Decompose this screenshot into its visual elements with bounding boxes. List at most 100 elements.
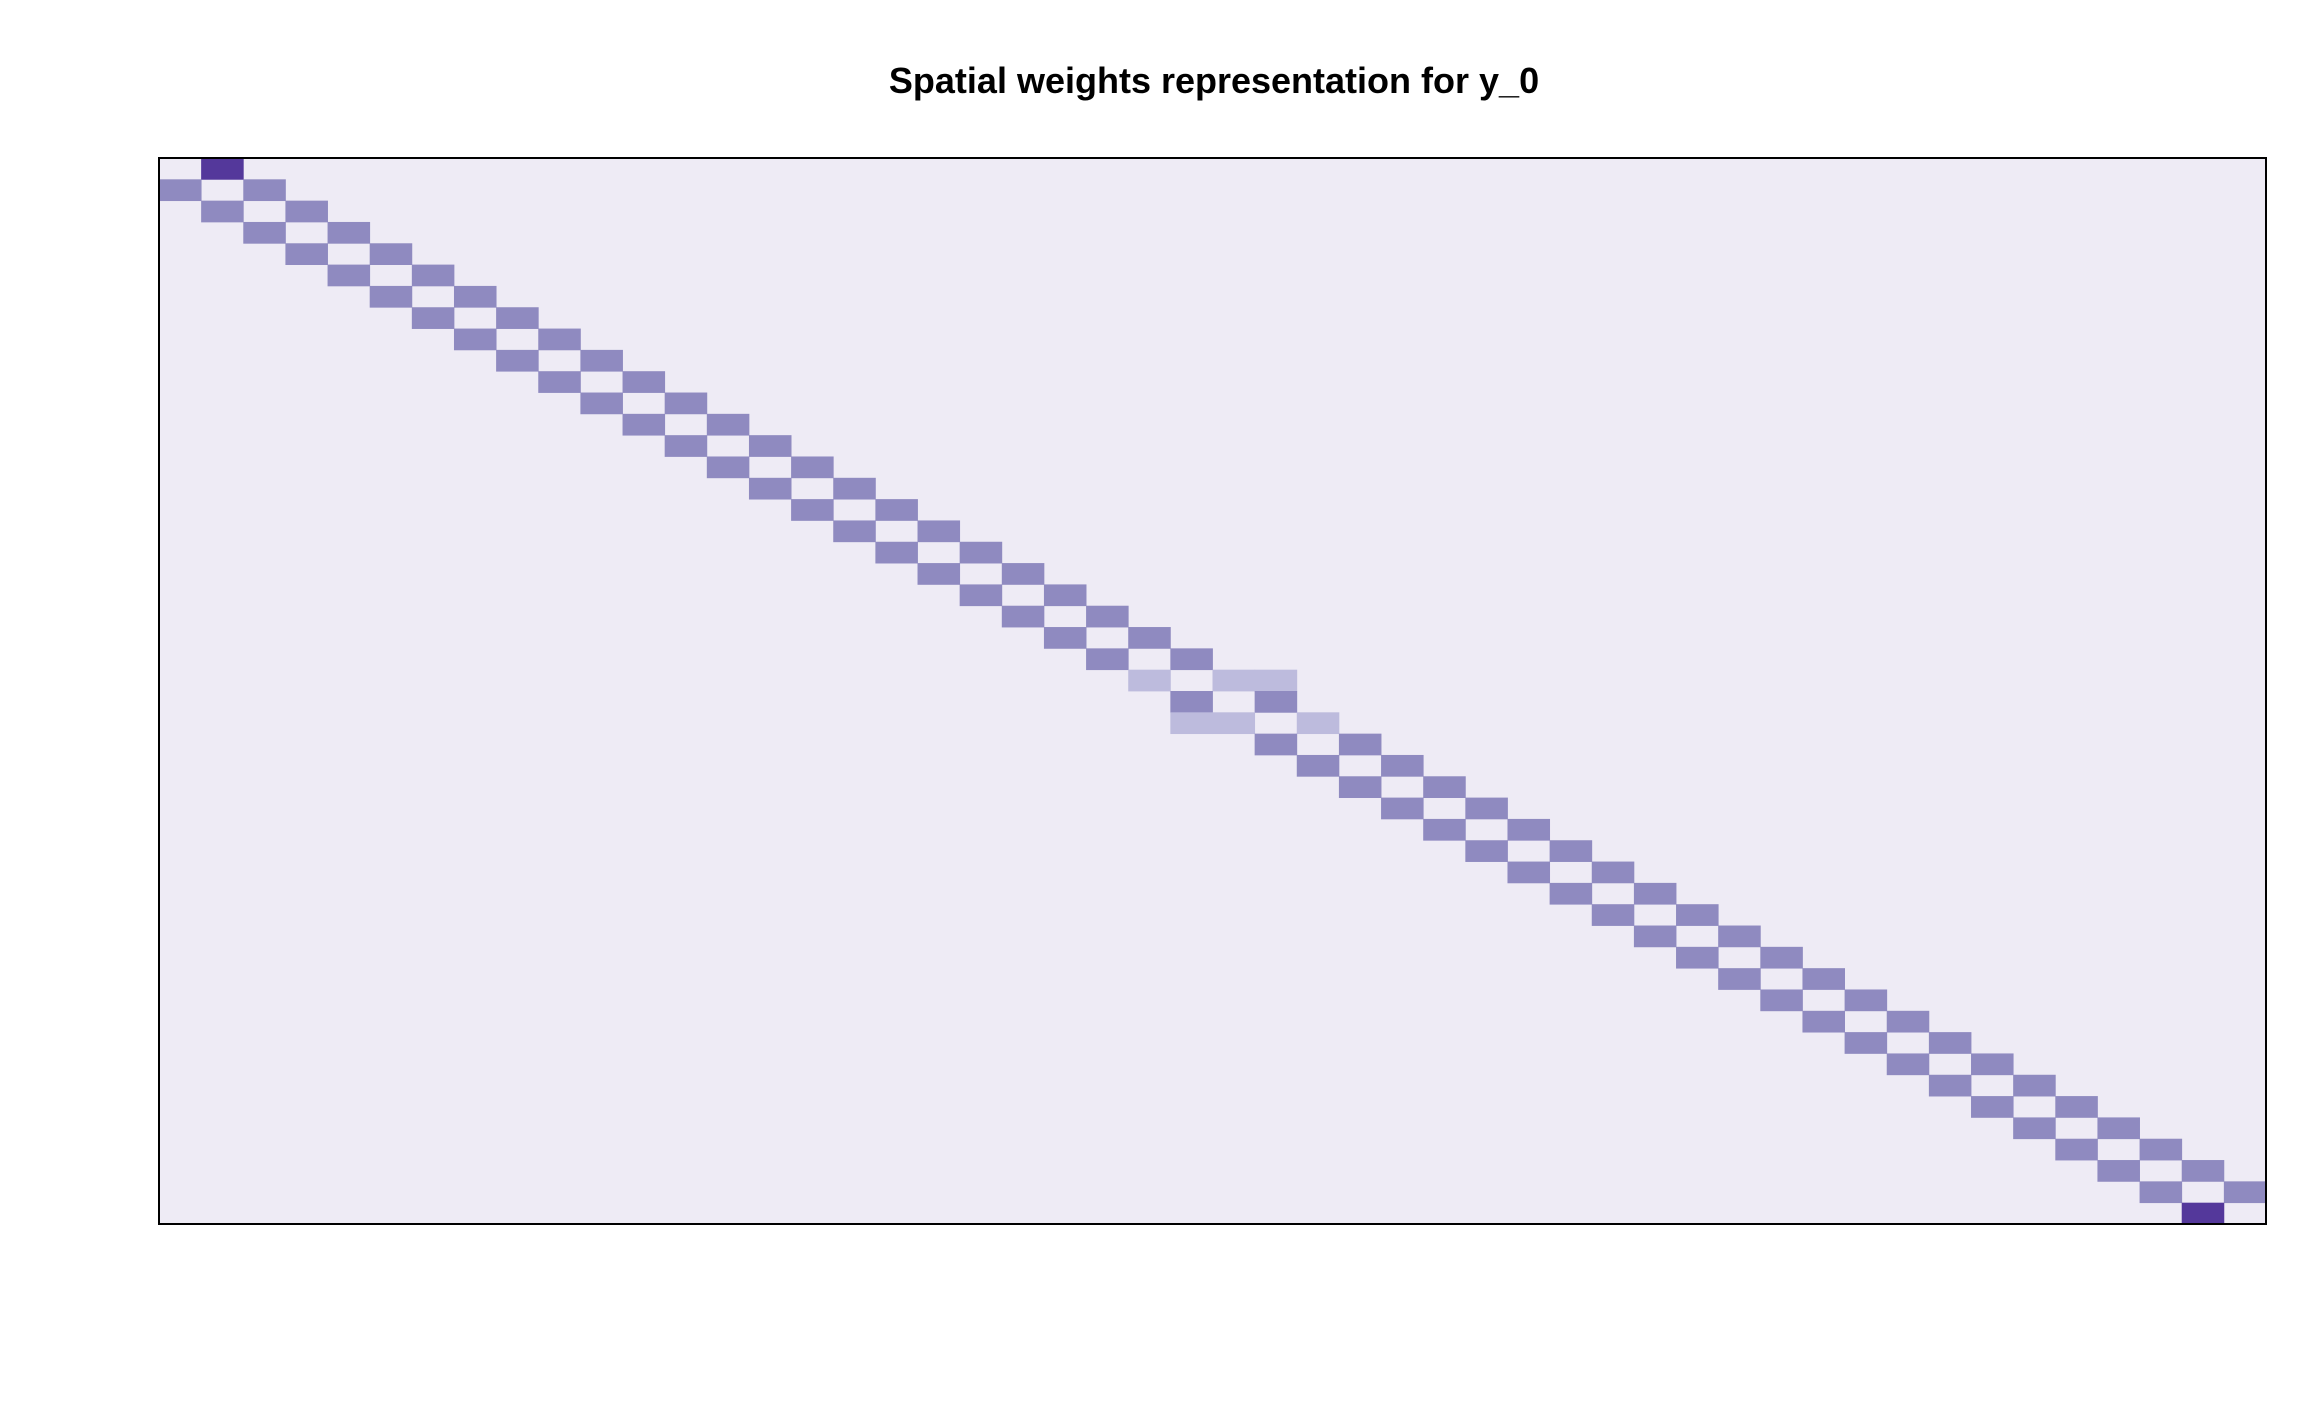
heatmap-cell-r21-c22	[1086, 605, 1129, 628]
heatmap-cell-r30-c31	[1465, 797, 1508, 820]
heatmap-cell-r2-c3	[285, 200, 328, 223]
heatmap-cell-r17-c16	[833, 520, 876, 543]
heatmap-cell-r24-c23	[1128, 669, 1171, 692]
heatmap-cell-r29-c28	[1338, 776, 1382, 798]
heatmap-cell-r48-c47	[2139, 1181, 2183, 1204]
heatmap-cell-r34-c33	[1549, 882, 1593, 905]
heatmap-cell-r15-c14	[748, 477, 792, 500]
heatmap-cell-r38-c37	[1718, 968, 1761, 990]
heatmap-cell-r46-c45	[2055, 1138, 2098, 1161]
heatmap-cell-r43-c42	[1928, 1074, 1972, 1097]
heatmap-cell-r43-c44	[2013, 1074, 2056, 1097]
heatmap-cell-r41-c42	[1928, 1032, 1972, 1054]
heatmap-cell-r2-c1	[201, 200, 244, 223]
heatmap-cell-r10-c9	[538, 371, 581, 393]
heatmap-cell-r13-c12	[664, 435, 708, 457]
heatmap-cell-r32-c33	[1549, 840, 1593, 862]
heatmap-cell-r28-c27	[1296, 754, 1340, 777]
heatmap-cell-r1-c2	[243, 179, 286, 202]
heatmap-cell-r20-c19	[959, 584, 1003, 607]
heatmap-cell-r28-c29	[1381, 754, 1424, 777]
heatmap-cell-r37-c36	[1676, 946, 1719, 969]
heatmap-cell-r42-c43	[1971, 1053, 2014, 1076]
heatmap-cell-r33-c34	[1591, 861, 1635, 884]
heatmap-cell-r1-c0	[159, 179, 202, 202]
heatmap-cell-r3-c4	[327, 221, 371, 244]
heatmap-cell-r3-c2	[243, 221, 286, 244]
heatmap-cell-r10-c11	[622, 371, 666, 393]
heatmap-cell-r0-c1	[201, 158, 244, 180]
chart-title: Spatial weights representation for y_0	[889, 60, 1539, 101]
heatmap-cell-r15-c16	[833, 477, 876, 500]
heatmap-cell-r23-c24	[1170, 648, 1213, 671]
heatmap-cells	[159, 158, 2267, 1225]
heatmap-cell-r29-c30	[1423, 776, 1466, 798]
heatmap-cell-r5-c6	[411, 264, 455, 287]
heatmap-cell-r14-c15	[791, 456, 834, 479]
heatmap-cell-r19-c20	[1001, 563, 1045, 585]
heatmap-cell-r27-c28	[1338, 733, 1382, 756]
heatmap-cell-r32-c31	[1465, 840, 1508, 862]
heatmap-cell-r39-c40	[1844, 989, 1888, 1012]
heatmap-cell-r26-c25	[1212, 712, 1256, 735]
heatmap-cell-r26-c27	[1296, 712, 1340, 735]
heatmap-cell-r44-c43	[1971, 1096, 2014, 1118]
heatmap-cell-r18-c17	[875, 541, 918, 564]
plot-frame	[158, 157, 2267, 1225]
heatmap-cell-r7-c6	[411, 307, 455, 329]
heatmap-cell-r44-c45	[2055, 1096, 2098, 1118]
heatmap-cell-r6-c7	[453, 285, 497, 308]
heatmap-cell-r35-c34	[1591, 904, 1635, 926]
heatmap-cell-r27-c26	[1254, 733, 1298, 756]
heatmap-cell-r35-c36	[1676, 904, 1719, 926]
heatmap-cell-r36-c37	[1718, 925, 1761, 948]
heatmap-cell-r22-c21	[1043, 627, 1087, 649]
heatmap-cell-r40-c41	[1886, 1010, 1930, 1033]
heatmap-cell-r9-c10	[580, 349, 623, 372]
heatmap-cell-r40-c39	[1802, 1010, 1845, 1033]
heatmap-cell-r47-c48	[2181, 1160, 2225, 1182]
heatmap-cell-r31-c32	[1507, 818, 1551, 841]
heatmap-cell-r19-c18	[917, 563, 961, 585]
heatmap-cell-r7-c8	[496, 307, 539, 329]
heatmap-cell-r14-c13	[706, 456, 750, 479]
heatmap-cell-r18-c19	[959, 541, 1003, 564]
heatmap-cell-r25-c24	[1170, 691, 1213, 713]
heatmap-cell-r4-c5	[369, 243, 413, 265]
heatmap-cell-r36-c35	[1633, 925, 1677, 948]
heatmap-cell-r48-c49	[2223, 1181, 2267, 1204]
heatmap-cell-r37-c38	[1760, 946, 1803, 969]
heatmap-cell-r20-c21	[1043, 584, 1087, 607]
heatmap-cell-r46-c47	[2139, 1138, 2183, 1161]
heatmap-cell-r41-c40	[1844, 1032, 1888, 1054]
heatmap-cell-r39-c38	[1760, 989, 1803, 1012]
heatmap-cell-r17-c18	[917, 520, 961, 543]
heatmap-cell-r16-c17	[875, 499, 918, 521]
heatmap-cell-r30-c29	[1381, 797, 1424, 820]
heatmap-cell-r8-c7	[453, 328, 497, 351]
heatmap-cell-r13-c14	[748, 435, 792, 457]
heatmap-cell-r34-c35	[1633, 882, 1677, 905]
heatmap-cell-r8-c9	[538, 328, 581, 351]
heatmap-cell-r6-c5	[369, 285, 413, 308]
heatmap-cell-r16-c15	[791, 499, 834, 521]
heatmap-cell-r38-c39	[1802, 968, 1845, 990]
heatmap-cell-r24-c25	[1212, 669, 1256, 692]
heatmap-cell-r12-c13	[706, 413, 750, 436]
heatmap-cell-r11-c10	[580, 392, 623, 415]
heatmap-cell-r45-c44	[2013, 1117, 2056, 1140]
heatmap-cell-r11-c12	[664, 392, 708, 415]
heatmap-cell-r24-c26	[1254, 669, 1298, 692]
plot-area	[158, 157, 2267, 1225]
heatmap-cell-r45-c46	[2097, 1117, 2140, 1140]
heatmap-cell-r22-c23	[1128, 627, 1171, 649]
heatmap-cell-r23-c22	[1086, 648, 1129, 671]
heatmap-cell-r25-c26	[1254, 691, 1298, 713]
heatmap-cell-r31-c30	[1423, 818, 1466, 841]
heatmap-cell-r9-c8	[496, 349, 539, 372]
heatmap-cell-r5-c4	[327, 264, 371, 287]
heatmap-cell-r49-c48	[2181, 1202, 2225, 1225]
heatmap-cell-r42-c41	[1886, 1053, 1930, 1076]
heatmap-cell-r21-c20	[1001, 605, 1045, 628]
